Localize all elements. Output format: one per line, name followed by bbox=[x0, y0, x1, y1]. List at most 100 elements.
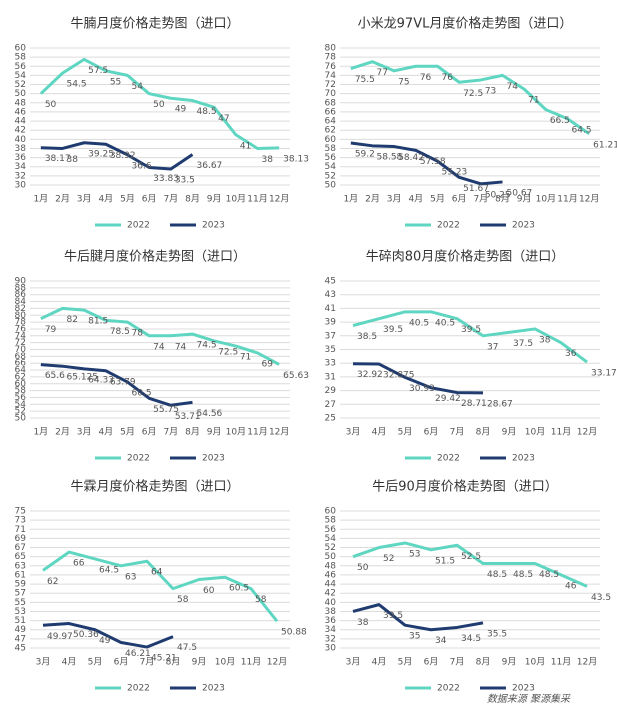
y-tick-label: 60 bbox=[15, 379, 27, 389]
series-line bbox=[350, 60, 591, 136]
y-tick-label: 48 bbox=[325, 561, 337, 571]
x-tick-label: 4月 bbox=[408, 194, 423, 205]
data-label: 34.5 bbox=[461, 634, 481, 644]
y-tick-label: 58 bbox=[325, 144, 337, 154]
y-tick-label: 52 bbox=[325, 171, 336, 181]
data-label: 54.5 bbox=[67, 80, 87, 90]
data-label: 36.67 bbox=[197, 161, 223, 171]
y-tick-label: 58 bbox=[15, 386, 27, 396]
y-tick-label: 62 bbox=[15, 372, 26, 382]
data-label: 38 bbox=[262, 155, 274, 165]
data-label: 50.25 bbox=[485, 190, 511, 200]
x-tick-label: 12月 bbox=[267, 657, 287, 668]
data-label: 66 bbox=[73, 559, 85, 569]
data-label: 33.83 bbox=[153, 174, 179, 184]
data-label: 78 bbox=[132, 329, 144, 339]
data-label: 54 bbox=[132, 82, 144, 92]
y-tick-label: 78 bbox=[15, 318, 27, 328]
data-label: 79 bbox=[45, 325, 57, 335]
legend-label: 2023 bbox=[512, 684, 535, 694]
data-label: 49.97 bbox=[47, 632, 73, 642]
x-tick-label: 3月 bbox=[346, 427, 361, 438]
y-tick-label: 60 bbox=[325, 507, 337, 517]
data-label: 58 bbox=[255, 595, 267, 605]
y-tick-label: 76 bbox=[325, 62, 337, 72]
y-tick-label: 46 bbox=[15, 107, 27, 117]
x-tick-label: 9月 bbox=[502, 427, 517, 438]
y-tick-label: 61 bbox=[15, 570, 26, 580]
y-tick-label: 47 bbox=[15, 634, 26, 644]
x-tick-label: 8月 bbox=[185, 194, 200, 205]
data-label: 47 bbox=[218, 114, 229, 124]
x-tick-label: 8月 bbox=[476, 657, 491, 668]
y-tick-label: 66 bbox=[15, 359, 27, 369]
y-tick-label: 35 bbox=[325, 345, 336, 355]
x-tick-label: 4月 bbox=[372, 657, 387, 668]
data-label: 76 bbox=[442, 73, 454, 83]
y-tick-label: 34 bbox=[325, 625, 337, 635]
data-label: 72.5 bbox=[463, 89, 483, 99]
legend-label: 2022 bbox=[127, 454, 150, 464]
data-label: 78.5 bbox=[110, 327, 130, 337]
data-label: 60.5 bbox=[132, 389, 152, 399]
y-tick-label: 33 bbox=[325, 359, 336, 369]
x-tick-label: 11月 bbox=[557, 194, 577, 205]
data-label: 48.5 bbox=[513, 570, 533, 580]
y-tick-label: 42 bbox=[15, 126, 26, 136]
y-tick-label: 38 bbox=[15, 144, 27, 154]
y-tick-label: 70 bbox=[325, 89, 337, 99]
x-tick-label: 4月 bbox=[98, 427, 113, 438]
y-tick-label: 39 bbox=[325, 318, 337, 328]
y-tick-label: 52 bbox=[15, 407, 26, 417]
series-line bbox=[352, 541, 588, 588]
data-label: 51.5 bbox=[435, 556, 455, 566]
y-tick-label: 67 bbox=[15, 543, 26, 553]
data-label: 65.125 bbox=[67, 373, 99, 383]
y-tick-label: 80 bbox=[15, 311, 27, 321]
data-label: 40.5 bbox=[409, 318, 429, 328]
x-tick-label: 6月 bbox=[424, 657, 439, 668]
data-label: 49 bbox=[99, 636, 111, 646]
y-tick-label: 69 bbox=[15, 534, 27, 544]
y-tick-label: 56 bbox=[15, 393, 27, 403]
x-tick-label: 6月 bbox=[424, 427, 439, 438]
x-tick-label: 12月 bbox=[577, 657, 597, 668]
y-tick-label: 72 bbox=[325, 80, 336, 90]
data-label: 38 bbox=[67, 155, 79, 165]
chart-title: 牛后90月度价格走势图（进口） bbox=[372, 479, 558, 495]
y-tick-label: 59 bbox=[15, 580, 27, 590]
y-tick-label: 74 bbox=[15, 331, 27, 341]
series-line bbox=[352, 603, 484, 632]
x-tick-label: 5月 bbox=[120, 194, 135, 205]
series-line bbox=[40, 363, 193, 407]
data-label: 64.5 bbox=[572, 125, 592, 135]
y-tick-label: 50 bbox=[325, 181, 337, 191]
x-tick-label: 2月 bbox=[55, 427, 70, 438]
x-tick-label: 5月 bbox=[430, 194, 445, 205]
y-tick-label: 73 bbox=[15, 516, 26, 526]
x-tick-label: 10月 bbox=[226, 427, 246, 438]
data-label: 53.71 bbox=[175, 412, 201, 422]
x-tick-label: 8月 bbox=[185, 427, 200, 438]
y-tick-label: 60 bbox=[15, 44, 27, 54]
x-tick-label: 2月 bbox=[365, 194, 380, 205]
y-tick-label: 36 bbox=[15, 153, 27, 163]
data-label: 65.6 bbox=[45, 371, 65, 381]
x-tick-label: 6月 bbox=[452, 194, 467, 205]
chart-title: 牛后腱月度价格走势图（进口） bbox=[64, 249, 246, 265]
y-tick-label: 50 bbox=[15, 89, 27, 99]
data-label: 50 bbox=[357, 563, 369, 573]
data-label: 37.5 bbox=[513, 339, 533, 349]
y-tick-label: 48 bbox=[15, 98, 27, 108]
y-tick-label: 30 bbox=[15, 181, 27, 191]
y-tick-label: 42 bbox=[325, 589, 336, 599]
x-tick-label: 10月 bbox=[525, 657, 545, 668]
data-label: 58.42 bbox=[398, 153, 424, 163]
data-label: 48.5 bbox=[539, 570, 559, 580]
x-tick-label: 10月 bbox=[215, 657, 235, 668]
data-label: 41 bbox=[240, 141, 251, 151]
legend-label: 2022 bbox=[127, 684, 150, 694]
data-label: 60 bbox=[203, 586, 215, 596]
data-label: 60.5 bbox=[229, 584, 249, 594]
x-tick-label: 12月 bbox=[269, 427, 289, 438]
